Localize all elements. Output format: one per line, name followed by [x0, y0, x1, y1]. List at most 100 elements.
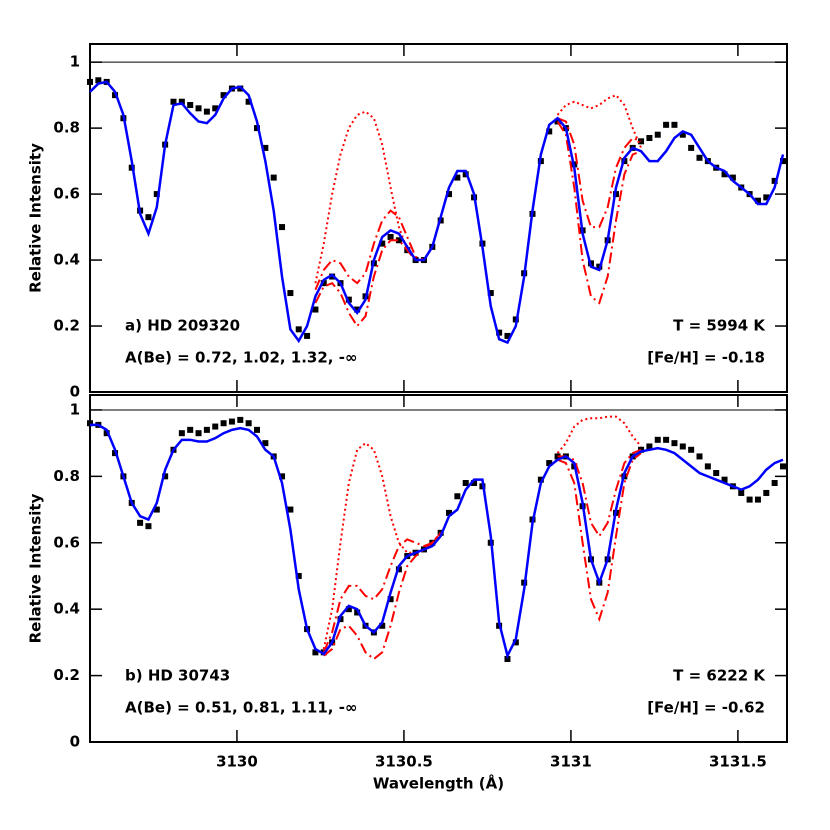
data-point [212, 105, 219, 112]
data-point [304, 332, 311, 339]
data-point [654, 436, 661, 443]
data-point [387, 596, 394, 603]
data-point [554, 118, 561, 125]
data-point [487, 290, 494, 297]
data-point [287, 506, 294, 513]
data-point [746, 496, 753, 503]
annotation: A(Be) = 0.51, 0.81, 1.11, -∞ [125, 699, 357, 717]
data-point [220, 420, 227, 427]
y-tick-label: 0.4 [53, 251, 80, 269]
data-point [137, 519, 144, 526]
data-point [212, 423, 219, 430]
data-point [721, 171, 728, 178]
y-tick-label: 0.8 [53, 467, 80, 485]
data-point [446, 191, 453, 198]
data-point [345, 606, 352, 613]
y-tick-label: 0 [70, 383, 80, 401]
data-point [738, 489, 745, 496]
data-point [779, 158, 786, 165]
x-tick-label: 3130.5 [375, 753, 433, 771]
data-point [295, 572, 302, 579]
data-point [145, 214, 152, 221]
y-axis-label: Relative Intensity [27, 143, 45, 293]
data-point [178, 430, 185, 437]
data-point [763, 194, 770, 201]
data-point [312, 306, 319, 313]
data-point [754, 496, 761, 503]
x-tick-label: 3131.5 [709, 753, 767, 771]
data-point [279, 473, 286, 480]
y-tick-label: 0.2 [53, 666, 80, 684]
data-point [178, 98, 185, 105]
data-point [379, 622, 386, 629]
data-point [546, 128, 553, 135]
data-point [262, 144, 269, 151]
data-point [679, 131, 686, 138]
y-tick-label: 0.6 [53, 185, 80, 203]
data-point [679, 443, 686, 450]
data-point [262, 440, 269, 447]
y-tick-label: 0.6 [53, 533, 80, 551]
y-tick-label: 1 [70, 53, 80, 71]
data-point [646, 443, 653, 450]
data-point [245, 98, 252, 105]
data-point [654, 131, 661, 138]
dashdot-line [314, 117, 642, 291]
plot-frame [89, 394, 788, 743]
data-point [253, 125, 260, 132]
data-point [395, 237, 402, 244]
data-point [771, 479, 778, 486]
dotted-line [314, 93, 642, 284]
data-point [704, 463, 711, 470]
data-point [754, 197, 761, 204]
data-point [504, 655, 511, 662]
data-point [763, 489, 770, 496]
data-point [170, 98, 177, 105]
data-point [153, 506, 160, 513]
data-point [537, 476, 544, 483]
data-point [228, 418, 235, 425]
solid-line [90, 423, 784, 660]
data-point [663, 436, 670, 443]
data-point [446, 509, 453, 516]
data-point [87, 420, 93, 427]
annotation: b) HD 30743 [125, 667, 230, 685]
data-point [504, 332, 511, 339]
data-point [496, 329, 503, 336]
y-tick-label: 0.2 [53, 317, 80, 335]
x-tick-label: 3130 [216, 753, 258, 771]
data-point [471, 479, 478, 486]
data-point [671, 121, 678, 128]
data-point [195, 430, 202, 437]
data-point [87, 78, 93, 85]
data-point [454, 174, 461, 181]
data-point [354, 306, 361, 313]
data-point [187, 102, 194, 109]
data-point [512, 639, 519, 646]
data-point [162, 473, 169, 480]
data-point [103, 430, 110, 437]
data-point [153, 191, 160, 198]
data-point [696, 453, 703, 460]
data-point [320, 280, 327, 287]
data-point [546, 460, 553, 467]
data-point [203, 108, 210, 115]
data-point [279, 224, 286, 231]
plot-frame [89, 43, 788, 393]
data-point [345, 296, 352, 303]
data-point [220, 92, 227, 99]
dashdot-line [322, 448, 642, 653]
data-point [721, 476, 728, 483]
x-tick-label: 3131 [550, 753, 592, 771]
x-axis-label: Wavelength (Å) [373, 774, 504, 793]
data-point [354, 609, 361, 616]
data-point [713, 470, 720, 477]
data-point [638, 446, 645, 453]
y-tick-label: 0 [70, 733, 80, 751]
annotation: [Fe/H] = -0.62 [647, 699, 765, 717]
data-point [379, 240, 386, 247]
data-point [663, 121, 670, 128]
annotation: T = 5994 K [673, 317, 766, 335]
data-point [462, 479, 469, 486]
